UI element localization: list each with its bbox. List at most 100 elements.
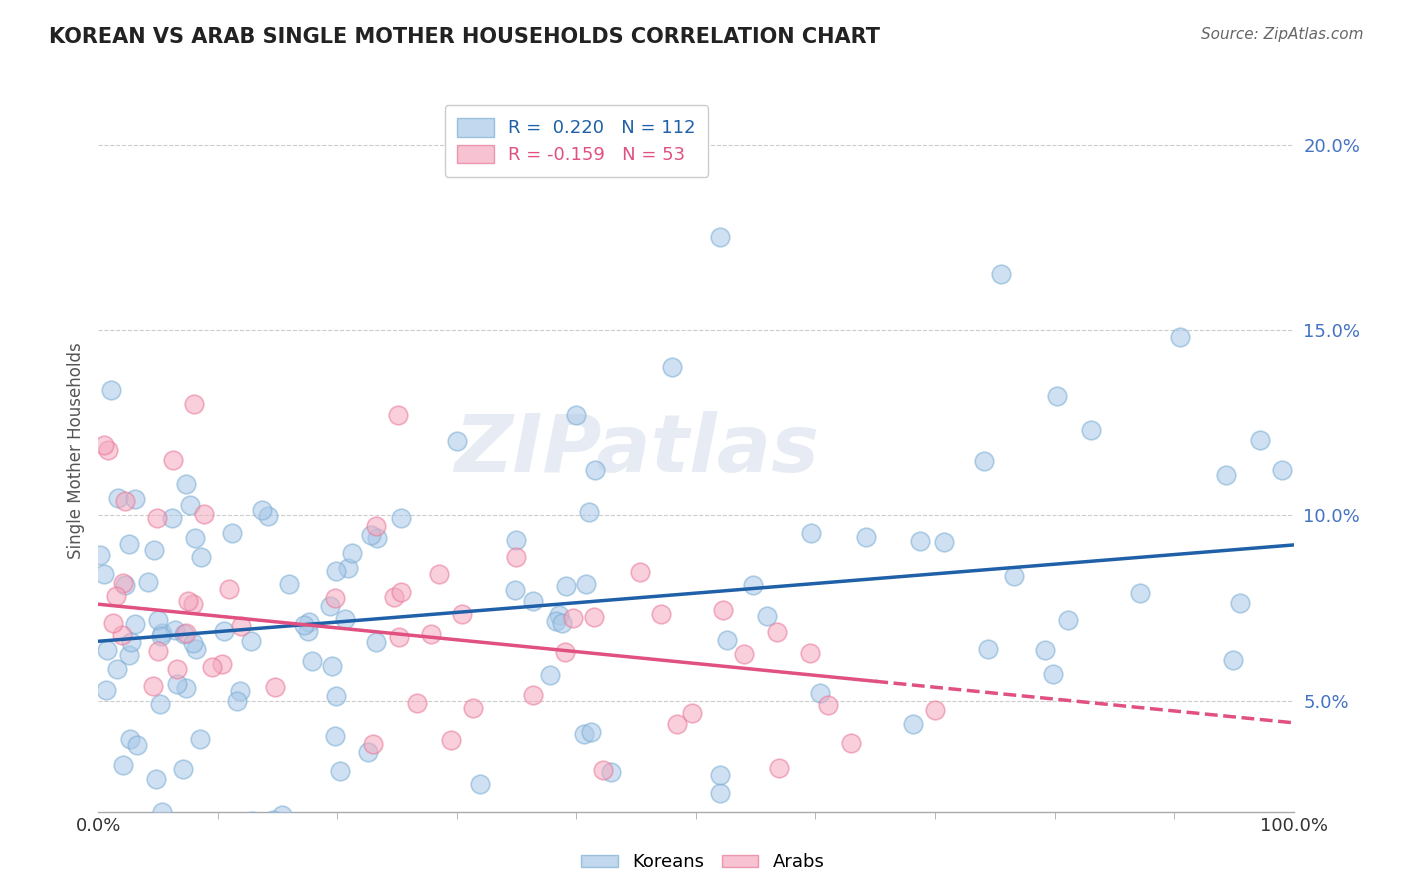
Point	[583, 463, 606, 477]
Point	[561, 611, 583, 625]
Text: Source: ZipAtlas.com: Source: ZipAtlas.com	[1201, 27, 1364, 42]
Point	[118, 537, 141, 551]
Point	[709, 767, 731, 781]
Point	[977, 641, 1000, 656]
Point	[325, 690, 347, 704]
Point	[262, 814, 284, 828]
Point	[387, 409, 409, 423]
Point	[382, 590, 405, 604]
Point	[628, 565, 651, 579]
Point	[229, 683, 252, 698]
Point	[301, 654, 323, 668]
Point	[111, 757, 134, 772]
Point	[391, 511, 413, 525]
Point	[446, 434, 468, 449]
Point	[145, 772, 167, 786]
Point	[94, 683, 117, 698]
Point	[709, 786, 731, 800]
Point	[768, 761, 790, 775]
Point	[105, 589, 128, 603]
Point	[572, 726, 595, 740]
Point	[127, 739, 149, 753]
Point	[160, 510, 183, 524]
Point	[522, 688, 544, 702]
Point	[239, 633, 262, 648]
Point	[546, 614, 568, 628]
Point	[337, 561, 360, 575]
Point	[297, 624, 319, 638]
Point	[709, 230, 731, 244]
Point	[505, 533, 527, 547]
Point	[391, 585, 413, 599]
Point	[271, 808, 294, 822]
Point	[111, 576, 134, 591]
Point	[551, 615, 574, 630]
Point	[538, 668, 561, 682]
Point	[149, 698, 172, 712]
Point	[124, 617, 146, 632]
Point	[1042, 667, 1064, 681]
Point	[117, 648, 139, 663]
Point	[211, 657, 233, 671]
Point	[808, 686, 831, 700]
Y-axis label: Single Mother Households: Single Mother Households	[66, 343, 84, 558]
Point	[226, 694, 249, 708]
Point	[388, 630, 411, 644]
Point	[100, 383, 122, 397]
Point	[174, 681, 197, 696]
Point	[150, 625, 173, 640]
Point	[554, 644, 576, 658]
Point	[742, 578, 765, 592]
Point	[406, 696, 429, 710]
Point	[505, 582, 527, 597]
Point	[105, 662, 128, 676]
Point	[681, 706, 703, 720]
Point	[420, 627, 443, 641]
Point	[855, 530, 877, 544]
Point	[146, 511, 169, 525]
Point	[661, 360, 683, 375]
Point	[190, 549, 212, 564]
Point	[522, 594, 544, 608]
Point	[93, 438, 115, 452]
Point	[463, 701, 485, 715]
Point	[361, 737, 384, 751]
Point	[162, 452, 184, 467]
Point	[240, 814, 263, 828]
Legend: Koreans, Arabs: Koreans, Arabs	[574, 847, 832, 879]
Point	[1215, 467, 1237, 482]
Point	[548, 607, 571, 622]
Point	[451, 607, 474, 621]
Point	[124, 491, 146, 506]
Point	[278, 576, 301, 591]
Point	[193, 507, 215, 521]
Point	[120, 731, 142, 746]
Point	[97, 443, 120, 458]
Point	[101, 616, 124, 631]
Point	[146, 613, 169, 627]
Point	[174, 476, 197, 491]
Point	[799, 646, 821, 660]
Point	[229, 618, 252, 632]
Point	[340, 546, 363, 560]
Point	[183, 397, 205, 411]
Point	[325, 565, 347, 579]
Point	[297, 615, 319, 630]
Point	[212, 624, 235, 639]
Point	[666, 717, 689, 731]
Point	[329, 764, 352, 778]
Point	[107, 491, 129, 506]
Point	[1222, 653, 1244, 667]
Point	[166, 677, 188, 691]
Point	[263, 680, 285, 694]
Point	[799, 525, 821, 540]
Point	[581, 725, 603, 739]
Point	[177, 593, 200, 607]
Point	[250, 503, 273, 517]
Point	[973, 453, 995, 467]
Point	[554, 579, 576, 593]
Point	[932, 535, 955, 549]
Point	[360, 528, 382, 542]
Point	[1056, 614, 1078, 628]
Point	[1168, 330, 1191, 344]
